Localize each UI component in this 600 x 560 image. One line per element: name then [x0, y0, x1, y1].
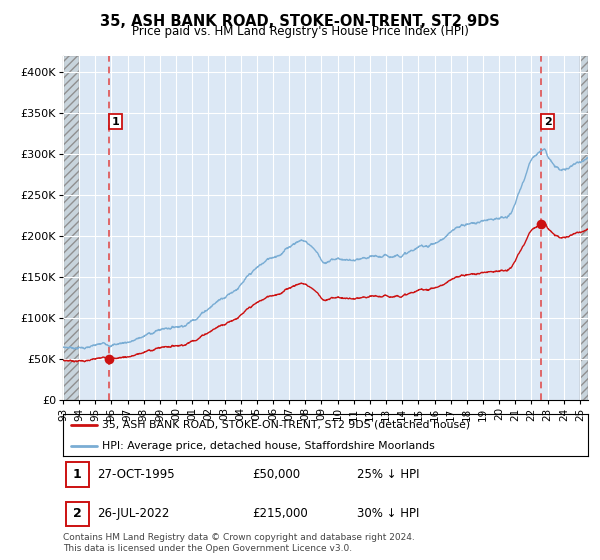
Bar	[63, 56, 79, 400]
Text: 35, ASH BANK ROAD, STOKE-ON-TRENT, ST2 9DS: 35, ASH BANK ROAD, STOKE-ON-TRENT, ST2 9…	[100, 14, 500, 29]
Text: 35, ASH BANK ROAD, STOKE-ON-TRENT, ST2 9DS (detached house): 35, ASH BANK ROAD, STOKE-ON-TRENT, ST2 9…	[103, 420, 470, 430]
Text: 1: 1	[112, 116, 119, 127]
Text: 27-OCT-1995: 27-OCT-1995	[97, 468, 175, 481]
Text: Price paid vs. HM Land Registry's House Price Index (HPI): Price paid vs. HM Land Registry's House …	[131, 25, 469, 38]
Text: HPI: Average price, detached house, Staffordshire Moorlands: HPI: Average price, detached house, Staf…	[103, 441, 435, 451]
Text: 1: 1	[73, 468, 82, 481]
Text: £215,000: £215,000	[252, 507, 308, 520]
Text: 2: 2	[544, 116, 551, 127]
Text: 25% ↓ HPI: 25% ↓ HPI	[357, 468, 419, 481]
Text: 2: 2	[73, 507, 82, 520]
Text: Contains HM Land Registry data © Crown copyright and database right 2024.
This d: Contains HM Land Registry data © Crown c…	[63, 533, 415, 553]
Text: 30% ↓ HPI: 30% ↓ HPI	[357, 507, 419, 520]
FancyBboxPatch shape	[65, 463, 89, 487]
Bar	[580, 56, 588, 400]
Text: £50,000: £50,000	[252, 468, 300, 481]
FancyBboxPatch shape	[65, 502, 89, 526]
Text: 26-JUL-2022: 26-JUL-2022	[97, 507, 170, 520]
